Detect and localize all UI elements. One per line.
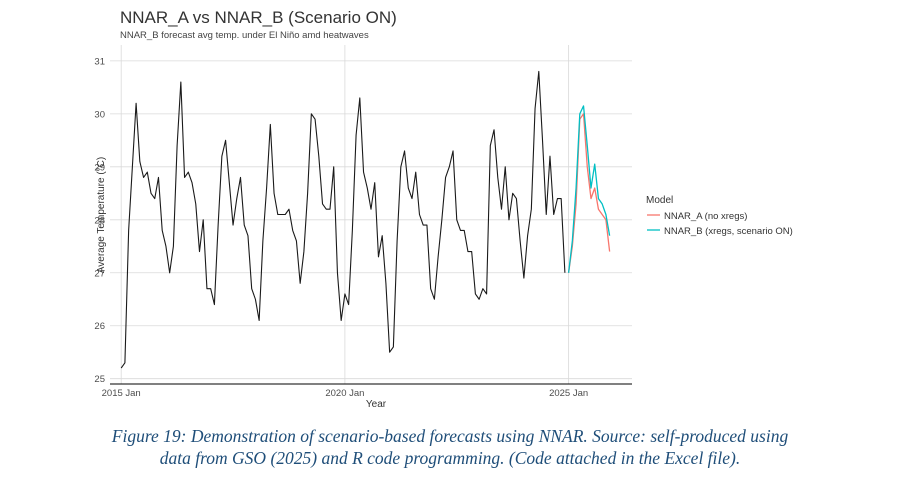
y-tick-label: 31 xyxy=(94,56,105,67)
forecast-chart: NNAR_A vs NNAR_B (Scenario ON) NNAR_B fo… xyxy=(94,8,793,410)
legend-item-nnar-a: NNAR_A (no xregs) xyxy=(647,211,747,222)
legend: Model NNAR_A (no xregs) NNAR_B (xregs, s… xyxy=(646,195,793,237)
y-axis-title: Average Temperature (°C) xyxy=(96,157,107,273)
x-tick-label: 2015 Jan xyxy=(102,388,141,399)
legend-item-nnar-b: NNAR_B (xregs, scenario ON) xyxy=(647,226,793,237)
series-lines xyxy=(120,70,611,369)
caption-line-1: Figure 19: Demonstration of scenario-bas… xyxy=(111,426,789,446)
axes: 25 26 27 28 29 30 31 2015 Jan 2020 Jan 2025 Jan xyxy=(94,56,632,399)
y-tick-label: 26 xyxy=(94,321,105,332)
x-tick-label: 2025 Jan xyxy=(549,388,588,399)
history-series-line xyxy=(120,70,566,369)
y-tick-label: 27 xyxy=(94,268,105,279)
legend-label-nnar-a: NNAR_A (no xregs) xyxy=(664,211,747,222)
legend-label-nnar-b: NNAR_B (xregs, scenario ON) xyxy=(664,226,793,237)
legend-title: Model xyxy=(646,195,673,206)
figure-caption: Figure 19: Demonstration of scenario-bas… xyxy=(60,425,840,469)
x-tick-label: 2020 Jan xyxy=(325,388,364,399)
chart-subtitle: NNAR_B forecast avg temp. under El Niño … xyxy=(120,30,369,41)
series-line-nnar-a xyxy=(567,113,611,273)
y-tick-label: 29 xyxy=(94,162,105,173)
caption-line-2: data from GSO (2025) and R code programm… xyxy=(159,448,741,468)
y-tick-label: 30 xyxy=(94,109,105,120)
chart-title: NNAR_A vs NNAR_B (Scenario ON) xyxy=(120,8,397,27)
y-tick-label: 28 xyxy=(94,215,105,226)
y-tick-label: 25 xyxy=(94,374,105,385)
x-axis-title: Year xyxy=(366,399,387,410)
series-line-nnar-b xyxy=(567,105,611,273)
